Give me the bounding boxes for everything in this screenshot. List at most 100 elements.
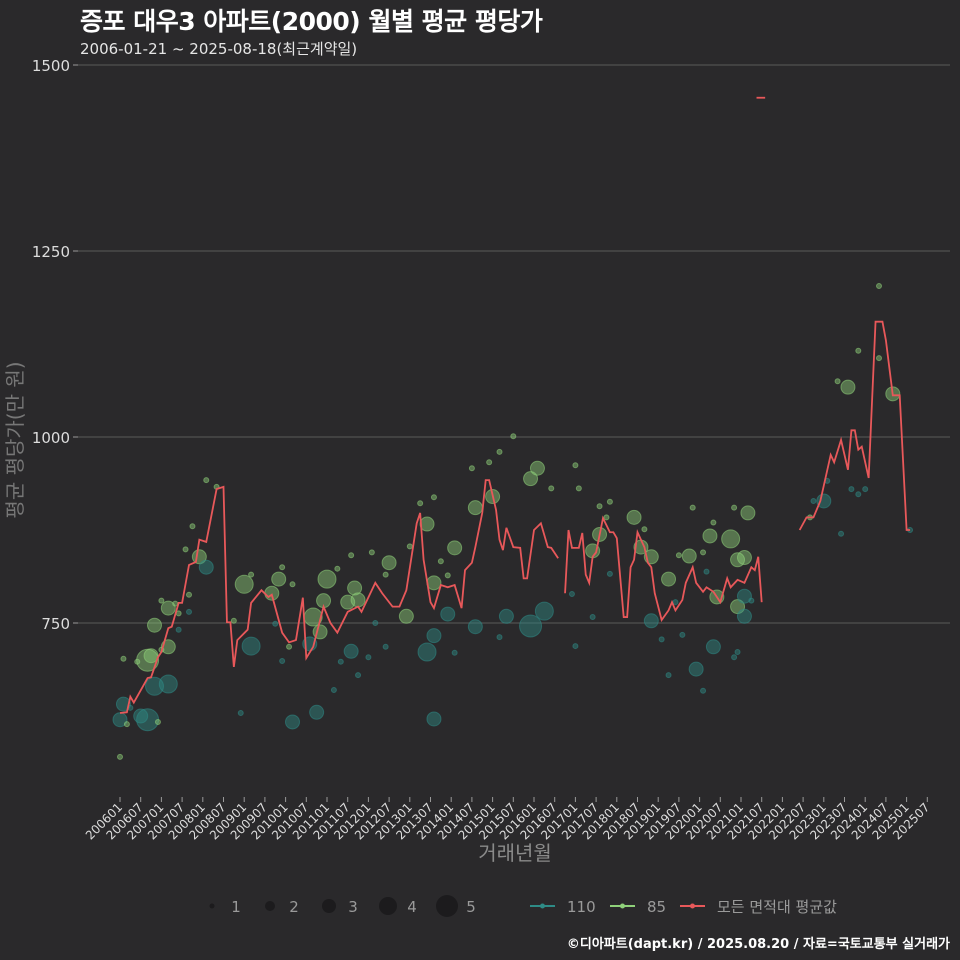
data-point-85 bbox=[347, 580, 363, 596]
data-point-110 bbox=[440, 606, 456, 622]
y-tick-label: 1500 bbox=[32, 57, 70, 75]
legend-size-circle bbox=[436, 895, 458, 917]
data-point-110 bbox=[186, 608, 192, 615]
data-point-110 bbox=[736, 608, 752, 624]
data-point-110 bbox=[382, 643, 389, 650]
data-point-110 bbox=[519, 614, 543, 638]
data-point-110 bbox=[643, 613, 659, 629]
data-point-110 bbox=[372, 620, 379, 626]
data-point-110 bbox=[115, 696, 131, 712]
data-point-110 bbox=[145, 676, 164, 696]
data-point-110 bbox=[426, 711, 442, 727]
data-point-85 bbox=[721, 529, 741, 549]
data-point-85 bbox=[154, 718, 161, 725]
data-point-85 bbox=[406, 543, 413, 550]
data-point-85 bbox=[334, 565, 341, 572]
data-point-110 bbox=[426, 628, 442, 644]
data-point-85 bbox=[641, 526, 648, 533]
data-point-85 bbox=[182, 546, 189, 553]
data-point-110 bbox=[688, 661, 704, 677]
data-point-110 bbox=[810, 497, 817, 504]
average-price-line bbox=[798, 320, 911, 531]
data-point-85 bbox=[675, 552, 682, 559]
legend-series-label: 110 bbox=[567, 898, 596, 916]
data-point-85 bbox=[368, 549, 375, 556]
data-point-110 bbox=[665, 672, 672, 679]
legend-size-label: 5 bbox=[466, 898, 476, 916]
data-point-85 bbox=[437, 558, 444, 565]
data-point-110 bbox=[498, 608, 514, 624]
data-point-85 bbox=[603, 514, 610, 521]
data-point-110 bbox=[175, 626, 182, 633]
data-point-85 bbox=[702, 528, 718, 544]
data-point-85 bbox=[626, 509, 642, 525]
data-point-110 bbox=[467, 619, 483, 635]
data-point-85 bbox=[279, 564, 286, 571]
data-point-85 bbox=[444, 572, 451, 579]
y-tick-label: 1000 bbox=[32, 429, 70, 447]
data-point-110 bbox=[700, 687, 707, 694]
data-point-110 bbox=[198, 559, 214, 575]
data-point-110 bbox=[285, 714, 300, 730]
chart-subtitle: 2006-01-21 ~ 2025-08-18(최근계약일) bbox=[80, 40, 358, 58]
data-point-85 bbox=[661, 571, 677, 587]
data-point-85 bbox=[606, 498, 613, 505]
data-point-85 bbox=[117, 753, 123, 760]
data-point-110 bbox=[272, 620, 279, 627]
data-point-85 bbox=[123, 721, 130, 728]
legend-size-circle bbox=[379, 897, 397, 915]
data-point-110 bbox=[343, 643, 359, 659]
data-point-85 bbox=[203, 477, 210, 484]
data-point-85 bbox=[120, 655, 127, 662]
data-point-85 bbox=[417, 500, 424, 507]
data-point-110 bbox=[862, 486, 869, 493]
data-point-110 bbox=[534, 601, 554, 621]
data-point-110 bbox=[589, 614, 596, 621]
data-point-110 bbox=[451, 649, 458, 656]
data-point-85 bbox=[467, 500, 483, 516]
data-point-110 bbox=[705, 639, 721, 655]
data-point-85 bbox=[548, 485, 555, 492]
chart-title: 증포 대우3 아파트(2000) 월별 평균 평당가 bbox=[80, 7, 543, 36]
footer-credit: ©디아파트(dapt.kr) / 2025.08.20 / 자료=국토교통부 실… bbox=[566, 937, 950, 952]
data-point-85 bbox=[271, 571, 287, 587]
data-point-110 bbox=[279, 657, 286, 664]
data-point-85 bbox=[172, 600, 179, 607]
data-point-110 bbox=[355, 672, 362, 679]
data-point-85 bbox=[158, 597, 165, 604]
data-point-85 bbox=[382, 571, 389, 578]
data-point-110 bbox=[703, 568, 710, 575]
data-point-85 bbox=[189, 523, 196, 530]
legend-size-label: 3 bbox=[348, 898, 358, 916]
data-point-110 bbox=[606, 570, 613, 577]
data-point-110 bbox=[496, 634, 503, 641]
legend-size-circle bbox=[209, 903, 215, 909]
data-point-110 bbox=[855, 491, 862, 498]
data-point-85 bbox=[134, 658, 141, 665]
data-point-85 bbox=[510, 433, 517, 440]
legend-point-swatch bbox=[690, 903, 695, 909]
data-point-85 bbox=[468, 465, 475, 472]
data-point-85 bbox=[234, 574, 254, 594]
data-point-110 bbox=[838, 530, 845, 537]
data-point-110 bbox=[658, 636, 665, 643]
legend-point-swatch bbox=[540, 903, 545, 909]
data-point-110 bbox=[731, 654, 738, 661]
data-point-85 bbox=[731, 504, 738, 511]
data-point-85 bbox=[834, 378, 841, 385]
data-point-85 bbox=[147, 617, 162, 633]
data-point-85 bbox=[855, 347, 862, 354]
data-point-110 bbox=[133, 708, 149, 724]
data-point-85 bbox=[230, 617, 237, 624]
data-point-110 bbox=[572, 643, 579, 650]
data-point-85 bbox=[186, 591, 192, 598]
data-point-85 bbox=[523, 471, 539, 487]
data-point-85 bbox=[419, 516, 435, 532]
data-point-110 bbox=[309, 704, 325, 720]
data-point-85 bbox=[596, 503, 603, 510]
data-point-85 bbox=[876, 282, 882, 289]
data-point-85 bbox=[160, 600, 176, 616]
data-point-85 bbox=[681, 548, 697, 564]
legend-size-circle bbox=[322, 899, 336, 913]
